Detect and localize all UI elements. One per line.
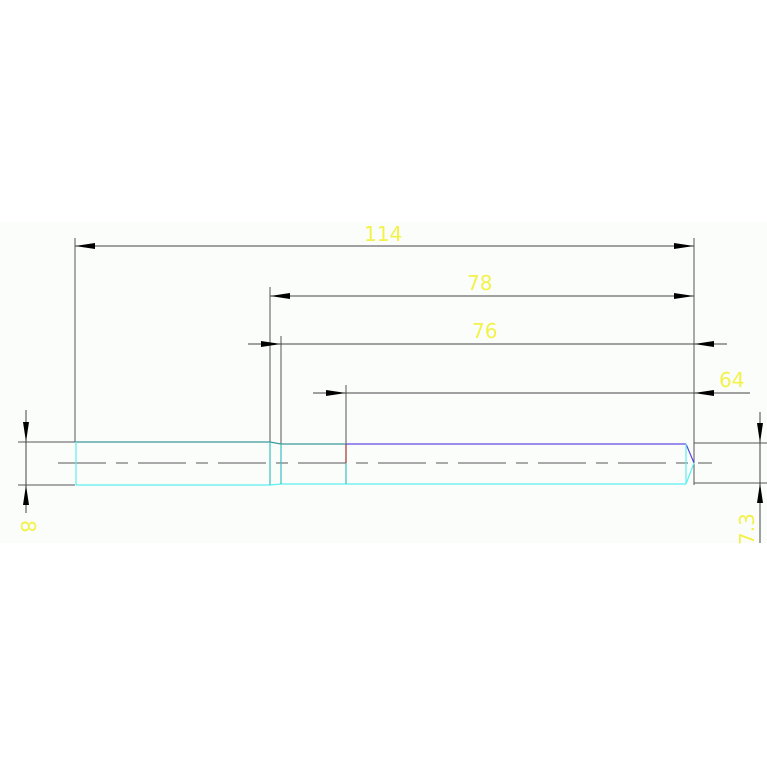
dim-76-label: 76 (472, 319, 497, 343)
drawing-area (0, 222, 767, 543)
extension-lines (18, 238, 767, 486)
shaft-outline (75, 441, 695, 486)
dim-78-label: 78 (467, 271, 492, 295)
dim-8-label: 8 (16, 520, 40, 533)
dimension-lines (23, 243, 763, 543)
dim-7-3-label: 7.3 (735, 513, 759, 545)
dim-114-label: 114 (364, 222, 402, 246)
dim-64-label: 64 (719, 368, 744, 392)
